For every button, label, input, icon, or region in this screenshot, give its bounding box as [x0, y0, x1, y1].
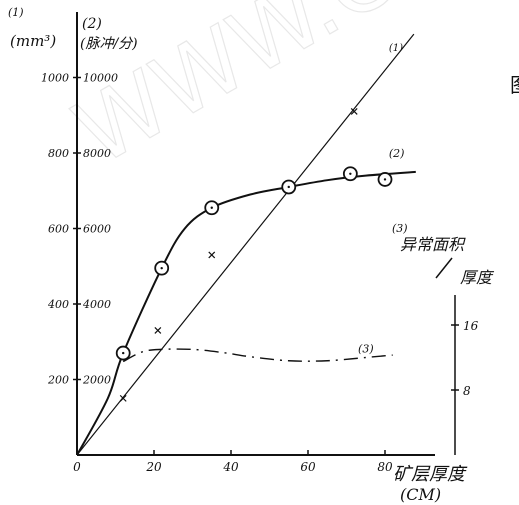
axis2-tick-label: 10000: [83, 72, 118, 85]
series-3-curve: [122, 348, 393, 363]
axis2-tick-label: 6000: [83, 223, 111, 236]
axis1-tick-label: 600: [48, 223, 69, 236]
series-2-point-dot: [160, 266, 163, 270]
x-tick-label: 20: [145, 460, 162, 474]
series-1-point: [119, 394, 127, 402]
axis3-tick-label: 16: [463, 319, 479, 333]
series-1-point: [350, 108, 358, 115]
series-3-label: (3): [358, 343, 374, 356]
series-2-point-dot: [122, 351, 125, 355]
x-axis-label: 矿层厚度: [393, 464, 468, 485]
axis2-tick-label: 4000: [82, 298, 111, 311]
axis1-unit: (mm³): [10, 32, 56, 50]
series-1-point-stroke: [350, 108, 358, 115]
axis1-tick-label: 400: [47, 298, 69, 311]
series-2-curve: [76, 170, 416, 456]
axis3-label-divider: [435, 257, 453, 279]
series-2-point-dot: [210, 206, 213, 209]
series-2-point-dot: [349, 172, 352, 175]
series-1-point: [208, 251, 216, 259]
axis3-label-top: 异常面积: [400, 235, 466, 254]
x-tick-label: 0: [73, 460, 81, 474]
axis1-tick-label: 1000: [41, 72, 69, 85]
series-1-point: [154, 327, 162, 334]
axis1-tick-label: 200: [47, 374, 69, 387]
series-2-point-dot: [383, 178, 387, 181]
series-2-point-dot: [287, 185, 290, 189]
axis3-label-bottom: 厚度: [460, 268, 495, 287]
series-1-point-stroke: [208, 251, 216, 259]
series-2-label: (2): [389, 147, 405, 160]
axis3-series-id: (3): [392, 222, 408, 235]
x-tick-label: 60: [300, 460, 316, 474]
series-1-point-stroke: [154, 327, 162, 334]
figure-marker: 图: [510, 73, 519, 97]
axis2-series-id: (2): [82, 16, 102, 32]
x-axis-unit: (CM): [400, 485, 441, 504]
axis2-unit: (脉冲/分): [80, 36, 138, 52]
x-tick-label: 80: [377, 460, 393, 474]
series-1-label: (1): [389, 43, 403, 54]
axis3-tick-label: 8: [463, 384, 471, 398]
tick-layer: 0 20 40 60 80 200 400 600 800 1000 2000 4000 6000 800…: [41, 72, 479, 475]
series-1-line: [76, 33, 415, 456]
axis2-tick-label: 8000: [83, 147, 111, 160]
axis1-series-id: (1): [8, 6, 24, 19]
series-1-point-stroke: [119, 394, 127, 402]
axis1-tick-label: 800: [48, 147, 69, 160]
x-tick-label: 40: [222, 460, 239, 474]
axis2-tick-label: 2000: [82, 374, 111, 387]
series-layer: (1) (2) (3): [76, 33, 416, 456]
